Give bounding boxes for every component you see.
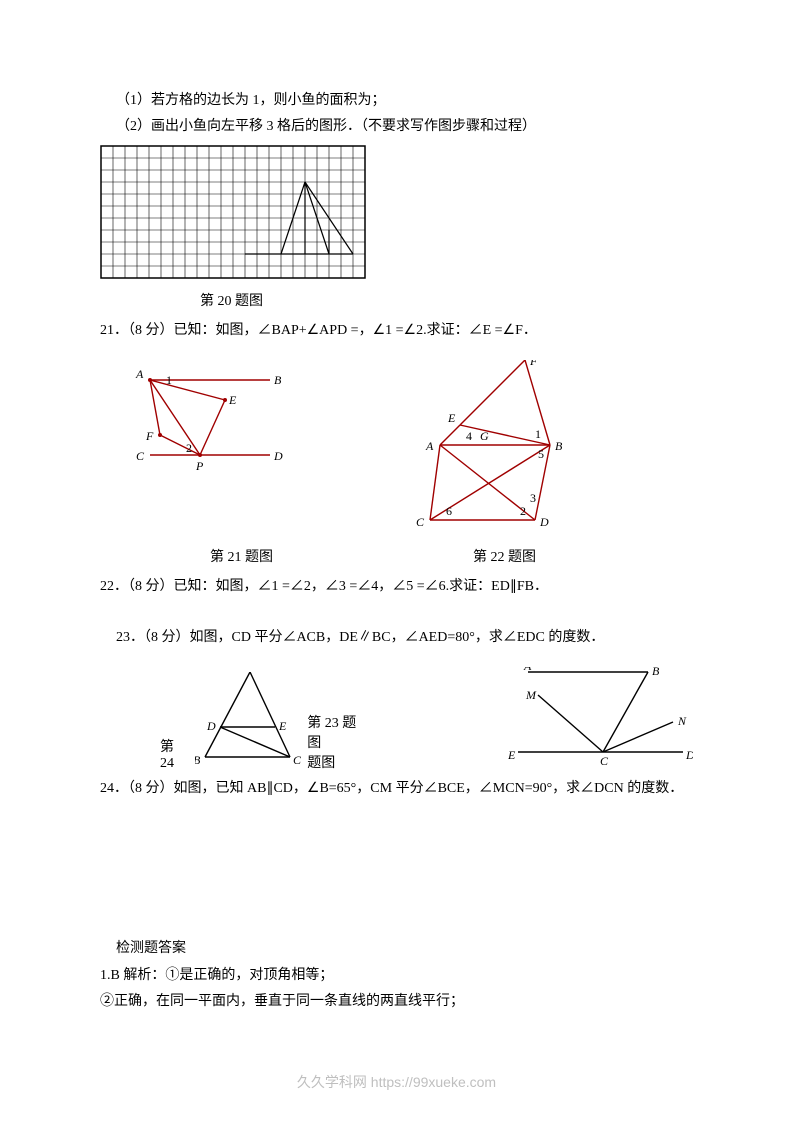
svg-text:4: 4 xyxy=(466,429,472,443)
q21-text: 21．（8 分）已知：如图，∠BAP+∠APD =，∠1 =∠2.求证：∠E =… xyxy=(100,320,693,342)
q21-caption: 第 21 题图 xyxy=(210,546,273,566)
q20-figure xyxy=(100,145,693,284)
svg-text:6: 6 xyxy=(446,504,452,518)
svg-text:C: C xyxy=(600,754,609,768)
svg-text:D: D xyxy=(206,719,216,733)
q24-text: 24．（8 分）如图，已知 AB∥CD，∠B=65°，CM 平分∠BCE，∠MC… xyxy=(100,778,693,800)
svg-text:P: P xyxy=(195,459,204,473)
svg-text:D: D xyxy=(685,748,693,762)
svg-text:D: D xyxy=(539,515,549,529)
q23-text: 23．（8 分）如图，CD 平分∠ACB，DE∥BC，∠AED=80°，求∠ED… xyxy=(100,627,693,649)
footer-watermark: 久久学科网 https://99xueke.com xyxy=(0,1072,793,1092)
answer-1: 1.B 解析：①是正确的，对顶角相等； xyxy=(100,965,693,987)
figrow-21-22: ABEFCPD12 FEAGBCD123456 xyxy=(130,360,693,540)
svg-text:F: F xyxy=(145,429,154,443)
svg-text:E: E xyxy=(508,748,516,762)
svg-text:M: M xyxy=(525,688,537,702)
svg-text:F: F xyxy=(529,360,538,368)
q24-figure: A B M N E C D xyxy=(508,667,693,772)
svg-text:E: E xyxy=(447,411,456,425)
svg-text:B: B xyxy=(652,667,660,678)
svg-text:A: A xyxy=(523,667,532,673)
svg-text:A: A xyxy=(252,672,261,673)
svg-text:2: 2 xyxy=(520,504,526,518)
svg-text:B: B xyxy=(555,439,563,453)
answer-2: ②正确，在同一平面内，垂直于同一条直线的两直线平行； xyxy=(100,991,693,1013)
answers-title: 检测题答案 xyxy=(100,938,693,960)
svg-text:C: C xyxy=(293,753,302,767)
svg-text:1: 1 xyxy=(166,373,172,387)
q20-part1: （1）若方格的边长为 1，则小鱼的面积为； xyxy=(100,90,693,112)
svg-text:E: E xyxy=(278,719,287,733)
svg-text:3: 3 xyxy=(530,491,536,505)
svg-text:C: C xyxy=(136,449,145,463)
q20-caption: 第 20 题图 xyxy=(100,290,693,310)
q20-part2: （2）画出小鱼向左平移 3 格后的图形．（不要求写作图步骤和过程） xyxy=(100,116,693,138)
svg-text:A: A xyxy=(425,439,434,453)
figrow-23-24: 第 24 A D E B C 第 23 题图 题图 A B M N E C D xyxy=(160,667,693,772)
q24-pre: 第 24 xyxy=(160,736,191,772)
answers-block: 检测题答案 1.B 解析：①是正确的，对顶角相等； ②正确，在同一平面内，垂直于… xyxy=(100,938,693,1013)
q24-post: 题图 xyxy=(307,752,368,772)
caprow-21-22: 第 21 题图 第 22 题图 xyxy=(100,546,693,566)
svg-text:5: 5 xyxy=(538,447,544,461)
svg-text:B: B xyxy=(274,373,282,387)
q23-caption: 第 23 题图 xyxy=(307,712,368,752)
svg-text:G: G xyxy=(480,429,489,443)
svg-text:C: C xyxy=(416,515,425,529)
q23-figure: A D E B C xyxy=(195,672,302,772)
svg-text:D: D xyxy=(273,449,283,463)
svg-text:A: A xyxy=(135,367,144,381)
svg-text:1: 1 xyxy=(535,427,541,441)
svg-text:N: N xyxy=(677,714,687,728)
q22-caption: 第 22 题图 xyxy=(473,546,536,566)
svg-text:E: E xyxy=(228,393,237,407)
q22-figure: FEAGBCD123456 xyxy=(410,360,580,540)
svg-text:B: B xyxy=(195,753,201,767)
q22-text: 22．（8 分）已知：如图，∠1 =∠2，∠3 =∠4，∠5 =∠6.求证：ED… xyxy=(100,576,693,598)
svg-text:2: 2 xyxy=(186,441,192,455)
q21-figure: A B E FC P D 1 2 xyxy=(130,360,290,480)
